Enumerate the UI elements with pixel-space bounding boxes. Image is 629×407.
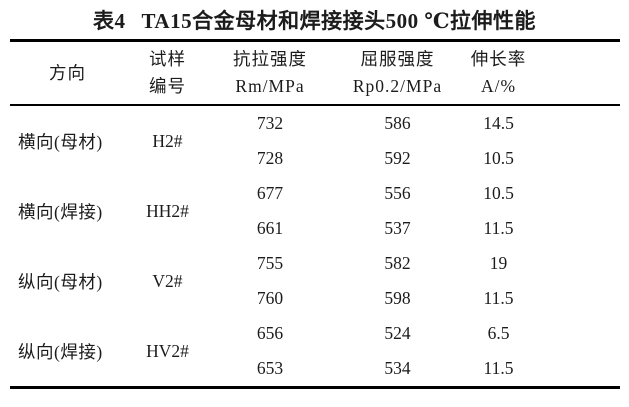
cell-specimen: V2# xyxy=(152,270,183,291)
table-row: 纵向(焊接) HV2# 656 524 6.5 xyxy=(10,316,620,362)
cell-rm: 728 xyxy=(256,148,284,168)
cell-specimen: H2# xyxy=(152,130,183,151)
cell-rp02: 586 xyxy=(384,113,411,133)
cell-rp02: 582 xyxy=(384,253,411,273)
cell-rm: 661 xyxy=(256,218,284,238)
header-direction: 方向 xyxy=(10,40,125,106)
cell-elongation: 11.5 xyxy=(483,358,514,378)
header-elongation: 伸长率 A/% xyxy=(465,40,620,106)
cell-direction: 横向(母材) xyxy=(18,131,103,152)
table-caption: 表4 TA15合金母材和焊接接头500 ℃拉伸性能 xyxy=(0,0,629,35)
table-caption-title: TA15合金母材和焊接接头500 ℃拉伸性能 xyxy=(141,9,537,33)
header-specimen: 试样 编号 xyxy=(125,40,210,106)
cell-elongation: 11.5 xyxy=(483,218,514,238)
header-tensile-strength-line2: Rm/MPa xyxy=(235,76,305,96)
cell-rp02: 524 xyxy=(384,323,411,343)
cell-rp02: 598 xyxy=(384,288,411,308)
table-row: 728 592 10.5 xyxy=(10,141,620,176)
table-row: 653 534 11.5 xyxy=(10,351,620,388)
table-row: 661 537 11.5 xyxy=(10,211,620,246)
cell-rm: 656 xyxy=(256,323,284,343)
cell-elongation: 14.5 xyxy=(483,113,514,133)
cell-elongation: 11.5 xyxy=(483,288,514,308)
cell-rm: 732 xyxy=(256,113,284,133)
cell-elongation: 6.5 xyxy=(487,323,510,343)
table-row: 横向(焊接) HH2# 677 556 10.5 xyxy=(10,176,620,222)
header-row: 方向 试样 编号 抗拉强度 Rm/MPa 屈服强度 Rp0.2/MPa 伸长率 … xyxy=(10,40,620,106)
table-row: 横向(母材) H2# 732 586 14.5 xyxy=(10,105,620,152)
cell-rm: 760 xyxy=(256,288,284,308)
table-row: 纵向(母材) V2# 755 582 19 xyxy=(10,246,620,292)
cell-elongation: 19 xyxy=(489,253,508,273)
cell-elongation: 10.5 xyxy=(483,183,514,203)
cell-rm: 677 xyxy=(256,183,284,203)
tensile-properties-table: 方向 试样 编号 抗拉强度 Rm/MPa 屈服强度 Rp0.2/MPa 伸长率 … xyxy=(10,39,620,389)
cell-rp02: 592 xyxy=(384,148,411,168)
header-tensile-strength: 抗拉强度 Rm/MPa xyxy=(210,40,330,106)
header-elongation-line1: 伸长率 xyxy=(470,49,527,69)
cell-direction: 纵向(母材) xyxy=(18,271,103,292)
cell-specimen: HV2# xyxy=(146,340,189,361)
header-specimen-line2: 编号 xyxy=(149,76,186,96)
cell-rp02: 556 xyxy=(384,183,411,203)
cell-elongation: 10.5 xyxy=(483,148,514,168)
cell-specimen: HH2# xyxy=(146,200,189,221)
header-tensile-strength-line1: 抗拉强度 xyxy=(233,49,307,69)
table-row: 760 598 11.5 xyxy=(10,281,620,316)
header-direction-label: 方向 xyxy=(49,62,86,83)
cell-direction: 纵向(焊接) xyxy=(18,341,103,362)
header-yield-strength: 屈服强度 Rp0.2/MPa xyxy=(330,40,465,106)
cell-rm: 755 xyxy=(256,253,284,273)
header-specimen-line1: 试样 xyxy=(149,49,186,69)
cell-rp02: 537 xyxy=(384,218,411,238)
cell-rm: 653 xyxy=(256,358,284,378)
cell-rp02: 534 xyxy=(384,358,411,378)
table-caption-label: 表4 xyxy=(92,9,126,33)
header-yield-strength-line2: Rp0.2/MPa xyxy=(352,76,443,96)
header-elongation-line2: A/% xyxy=(480,76,517,96)
cell-direction: 横向(焊接) xyxy=(18,201,103,222)
header-yield-strength-line1: 屈服强度 xyxy=(360,49,435,69)
